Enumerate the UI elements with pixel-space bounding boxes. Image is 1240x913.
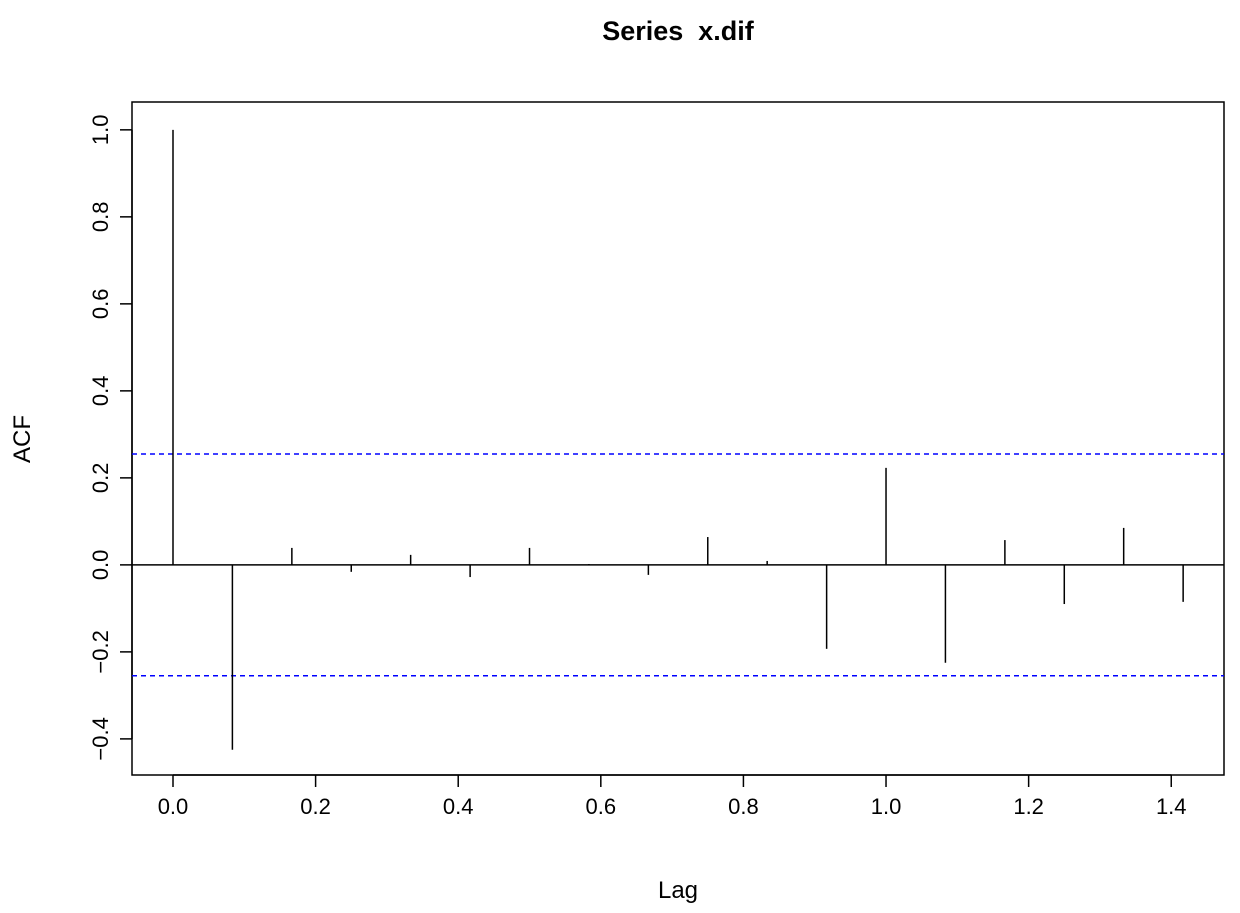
x-tick-label: 1.0 [871, 794, 902, 819]
x-tick-label: 1.4 [1156, 794, 1187, 819]
plot-frame [131, 101, 1225, 776]
y-tick-label: 0.6 [88, 289, 113, 320]
y-tick-label: 0.2 [88, 463, 113, 494]
y-tick-label: −0.4 [88, 717, 113, 760]
x-tick-label: 1.2 [1013, 794, 1044, 819]
y-tick-label: 0.0 [88, 550, 113, 581]
x-axis-label: Lag [658, 877, 698, 904]
chart-title: Series x.dif [602, 16, 755, 46]
x-tick-label: 0.8 [728, 794, 759, 819]
y-tick-label: 1.0 [88, 115, 113, 146]
y-axis-label: ACF [9, 415, 36, 463]
x-tick-label: 0.0 [158, 794, 189, 819]
y-tick-label: 0.8 [88, 202, 113, 233]
x-tick-label: 0.2 [300, 794, 331, 819]
x-tick-label: 0.6 [586, 794, 617, 819]
y-tick-label: 0.4 [88, 376, 113, 407]
y-tick-label: −0.2 [88, 630, 113, 673]
x-tick-label: 0.4 [443, 794, 474, 819]
